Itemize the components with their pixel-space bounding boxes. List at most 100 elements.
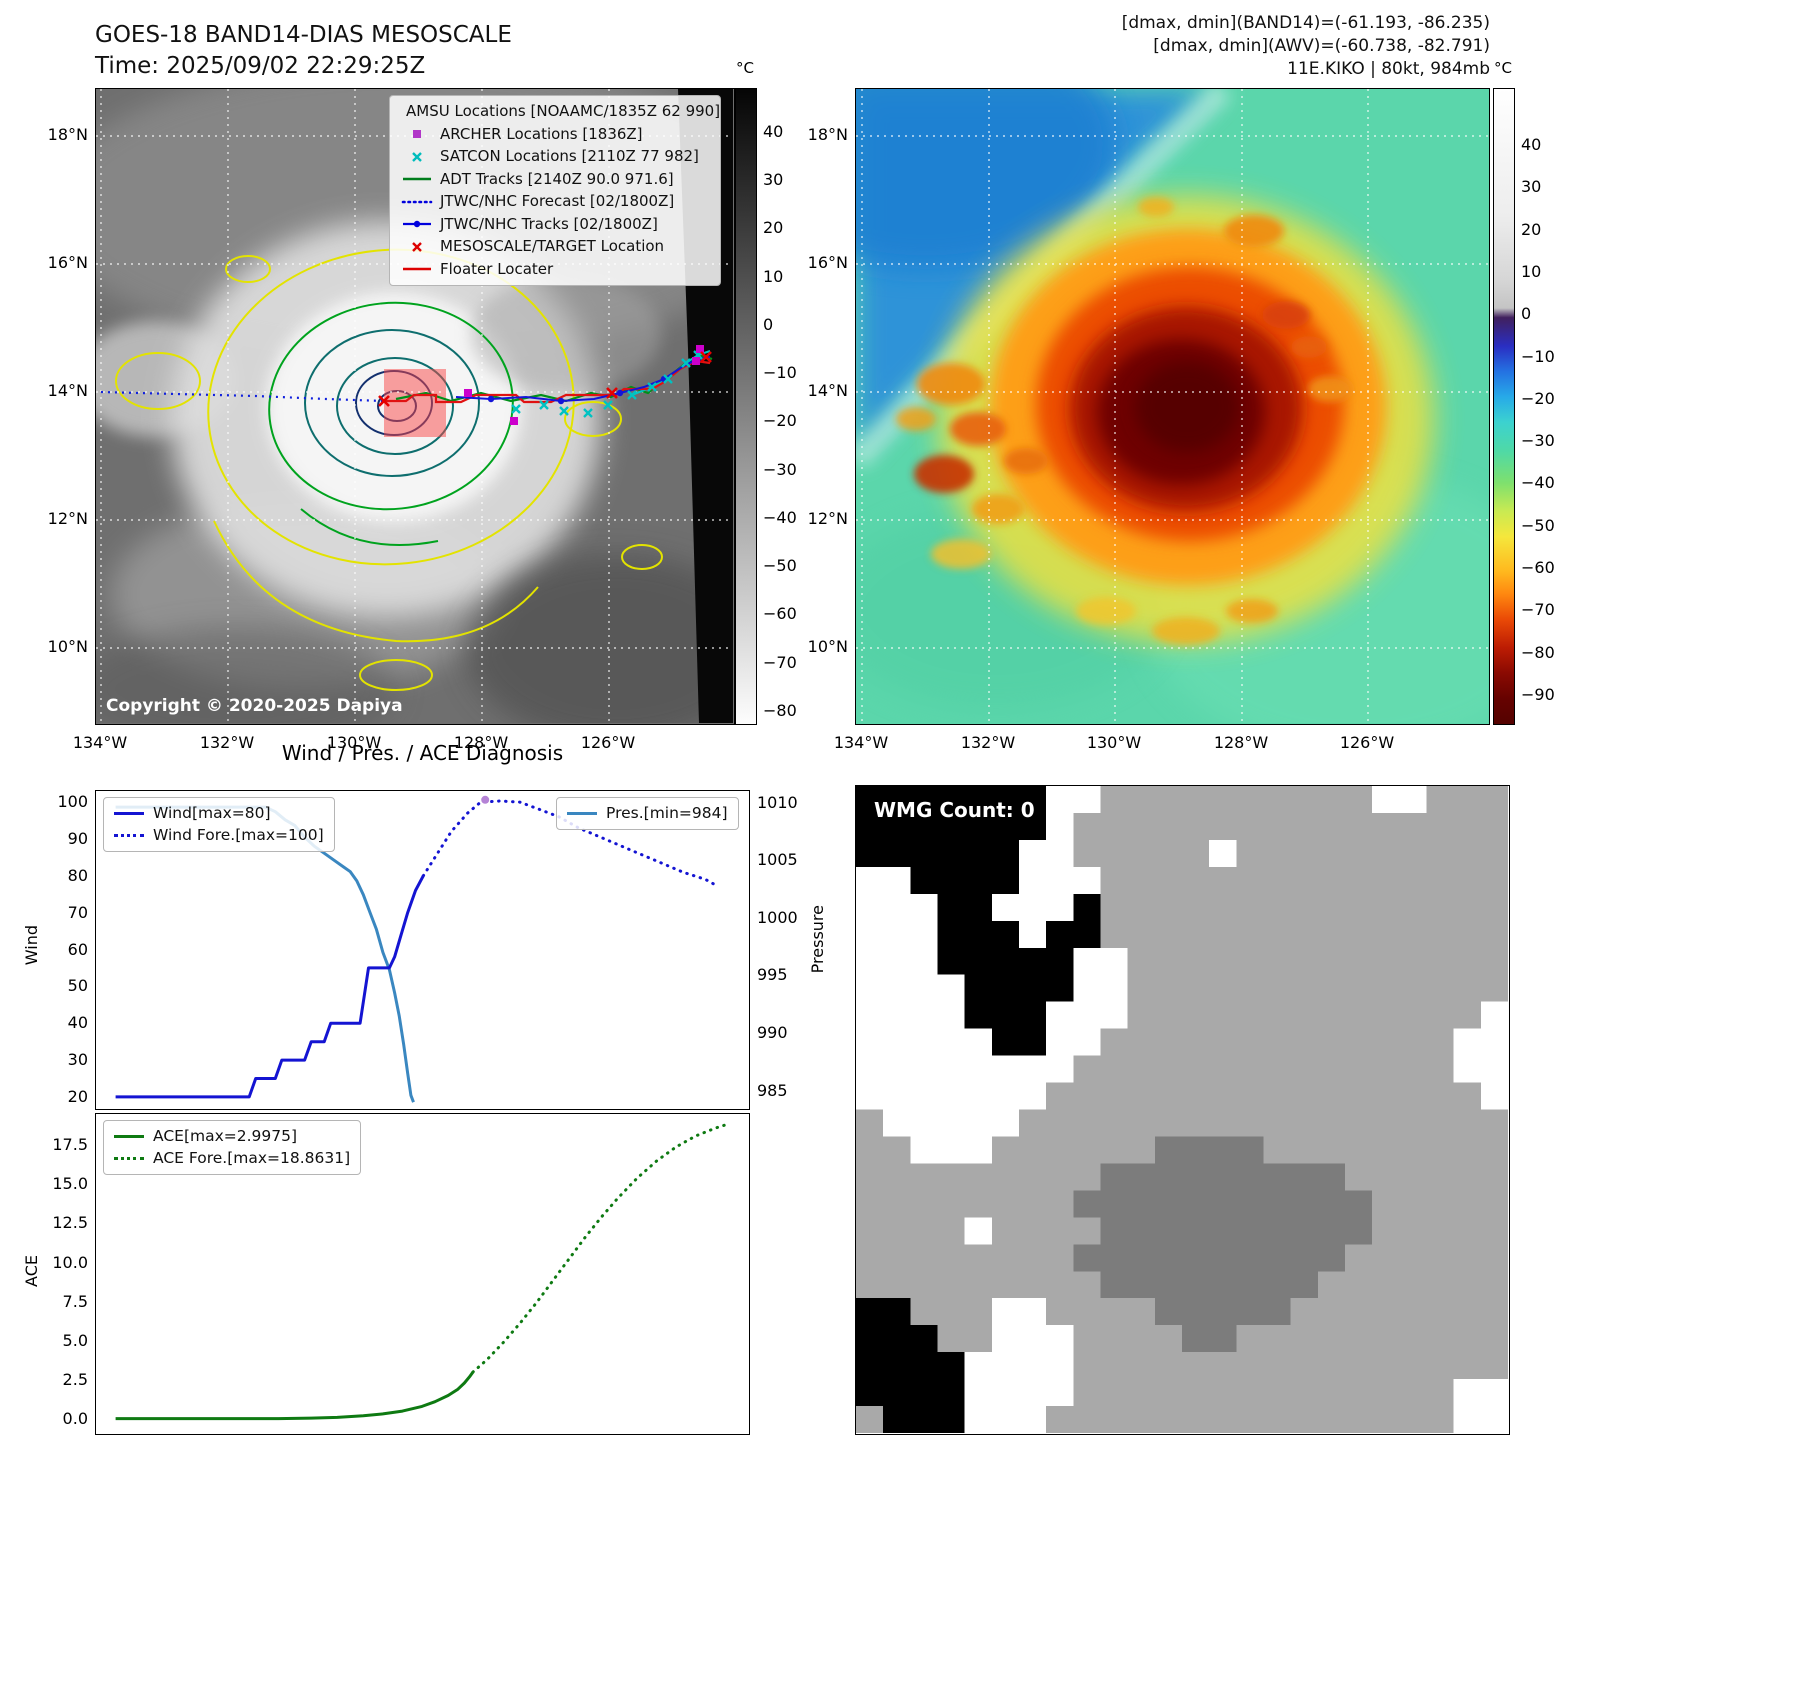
map-legend-item: ADT Tracks [2140Z 90.0 971.6] [400, 170, 710, 190]
legend-item: ACE[max=2.9975] [114, 1127, 350, 1146]
awv-colorbar-tick: 40 [1521, 135, 1542, 155]
awv-colorbar-tick: −30 [1521, 431, 1555, 451]
map-legend-label: ARCHER Locations [1836Z] [440, 124, 643, 143]
wmg-mask-image [856, 786, 1508, 1433]
map-legend-item: JTWC/NHC Tracks [02/1800Z] [400, 215, 710, 235]
band14-colorbar-tick: 0 [763, 314, 774, 334]
wind-axis-label: Wind [22, 925, 41, 966]
map-legend-item: MESOSCALE/TARGET Location [400, 237, 710, 257]
band14-colorbar-tick: −20 [763, 411, 797, 431]
awv-colorbar-tick: −50 [1521, 515, 1555, 535]
map-legend-label: Floater Locater [440, 259, 554, 278]
awv-colorbar-tick: −80 [1521, 642, 1555, 662]
line-marker-icon [403, 267, 431, 271]
chart-wind-ytick: 80 [67, 865, 88, 885]
awv-colorbar-tick: 0 [1521, 304, 1532, 324]
band14-colorbar-tick: 30 [763, 170, 784, 190]
map-legend-label: MESOSCALE/TARGET Location [440, 237, 665, 255]
map-legend-label: JTWC/NHC Tracks [02/1800Z] [440, 214, 658, 233]
chart-wind-ytick: 90 [67, 828, 88, 848]
tr-lon-label: 128°W [1213, 733, 1269, 752]
map-legend: AMSU Locations [NOAAMC/1835Z 62 990] ARCH… [389, 95, 721, 286]
tr-lon-label: 132°W [960, 733, 1016, 752]
awv-colorbar-tick: −60 [1521, 558, 1555, 578]
square-marker-icon [413, 130, 421, 139]
awv-colorbar-tick: 30 [1521, 177, 1542, 197]
chart-wind-ytick: 50 [67, 976, 88, 996]
band14-colorbar-tick: 20 [763, 218, 784, 238]
map-legend-item: AMSU Locations [NOAAMC/1835Z 62 990] [400, 102, 720, 122]
band14-map: AMSU Locations [NOAAMC/1835Z 62 990] ARCH… [95, 88, 735, 725]
chart-ace-ytick: 7.5 [62, 1291, 88, 1311]
tr-lon-label: 126°W [1339, 733, 1395, 752]
awv-colorbar [1493, 88, 1515, 725]
band14-time: Time: 2025/09/02 22:29:25Z [95, 53, 426, 79]
chart-wind-ytick-right: 1010 [757, 792, 798, 812]
x-marker-icon [412, 241, 422, 252]
tl-lon-label: 134°W [72, 733, 128, 752]
tl-lat-label: 12°N [47, 509, 88, 528]
storm-id-intensity: 11E.KIKO | 80kt, 984mb [1287, 59, 1490, 79]
band14-colorbar [735, 88, 757, 725]
temperature-contours [115, 248, 663, 691]
diagnosis-title: Wind / Pres. / ACE Diagnosis [281, 741, 564, 765]
legend-item: ACE Fore.[max=18.8631] [114, 1149, 350, 1168]
band14-colorbar-unit: °C [736, 59, 754, 77]
pressure-legend: Pres.[min=984] [556, 797, 739, 830]
awv-colorbar-tick: −20 [1521, 388, 1555, 408]
copyright-text: Copyright © 2020-2025 Dapiya [106, 696, 403, 716]
legend-item: Pres.[min=984] [567, 804, 728, 823]
band14-colorbar-tick: −80 [763, 701, 797, 720]
map-legend-item: JTWC/NHC Forecast [02/1800Z] [400, 192, 710, 212]
map-legend-item: ARCHER Locations [1836Z] [400, 125, 710, 145]
tr-lat-label: 18°N [807, 125, 848, 144]
chart-wind-ytick-right: 1000 [757, 907, 798, 927]
line-marker-icon [403, 177, 431, 181]
band14-colorbar-tick: −50 [763, 556, 797, 576]
band14-colorbar-tick: −30 [763, 459, 797, 479]
wmg-panel: WMG Count: 0 [855, 785, 1510, 1435]
chart-ace-ytick: 15.0 [52, 1174, 88, 1194]
chart-wind-ytick-right: 1005 [757, 850, 798, 870]
ace-legend: ACE[max=2.9975] ACE Fore.[max=18.8631] [103, 1120, 362, 1175]
legend-line-sample [567, 812, 597, 815]
map-legend-label: JTWC/NHC Forecast [02/1800Z] [440, 192, 675, 210]
legend-item: Wind[max=80] [114, 804, 324, 823]
awv-colorbar-tick: −10 [1521, 346, 1555, 366]
wind-legend: Wind[max=80] Wind Fore.[max=100] [103, 797, 335, 852]
tr-lat-label: 12°N [807, 509, 848, 528]
chart-wind-ytick-right: 990 [757, 1023, 788, 1043]
chart-wind-ytick-right: 995 [757, 965, 788, 985]
map-legend-label: SATCON Locations [2110Z 77 982] [440, 147, 699, 165]
series-ACE Fore.[max=18.8631] [471, 1122, 730, 1374]
awv-colorbar-tick: 20 [1521, 219, 1542, 239]
pressure-axis-label: Pressure [808, 905, 827, 974]
series-ACE[max=2.9975] [115, 1371, 475, 1421]
chart-ace-ytick: 0.0 [62, 1408, 88, 1428]
legend-line-sample [114, 1135, 144, 1138]
ace-axis-label: ACE [22, 1255, 41, 1287]
band14-colorbar-tick: −10 [763, 363, 797, 383]
gridlines [856, 89, 1488, 723]
legend-label: ACE Fore.[max=18.8631] [153, 1149, 351, 1167]
awv-colorbar-unit: °C [1494, 59, 1512, 77]
legend-label: ACE[max=2.9975] [153, 1127, 298, 1145]
tl-lat-label: 16°N [47, 253, 88, 272]
chart-ace-plot [115, 1122, 730, 1421]
legend-label: Wind Fore.[max=100] [153, 826, 324, 844]
awv-map [855, 88, 1490, 725]
legend-label: Wind[max=80] [153, 804, 271, 822]
x-marker-icon [412, 151, 422, 162]
chart-ace-ytick: 2.5 [62, 1369, 88, 1389]
dmax-dmin-awv: [dmax, dmin](AWV)=(-60.738, -82.791) [1153, 36, 1490, 56]
tr-lat-label: 14°N [807, 381, 848, 400]
chart-ace-ytick: 17.5 [52, 1135, 88, 1155]
dotmarker-marker-icon [403, 221, 431, 228]
band14-colorbar-tick: −70 [763, 652, 797, 672]
awv-colorbar-tick: −40 [1521, 473, 1555, 493]
chart-wind-ytick: 40 [67, 1013, 88, 1033]
map-legend-item: Floater Locater [400, 260, 710, 280]
tl-lon-label: 130°W [326, 733, 382, 752]
tl-lon-label: 128°W [453, 733, 509, 752]
series-Wind Fore.[max=100] [421, 799, 721, 889]
